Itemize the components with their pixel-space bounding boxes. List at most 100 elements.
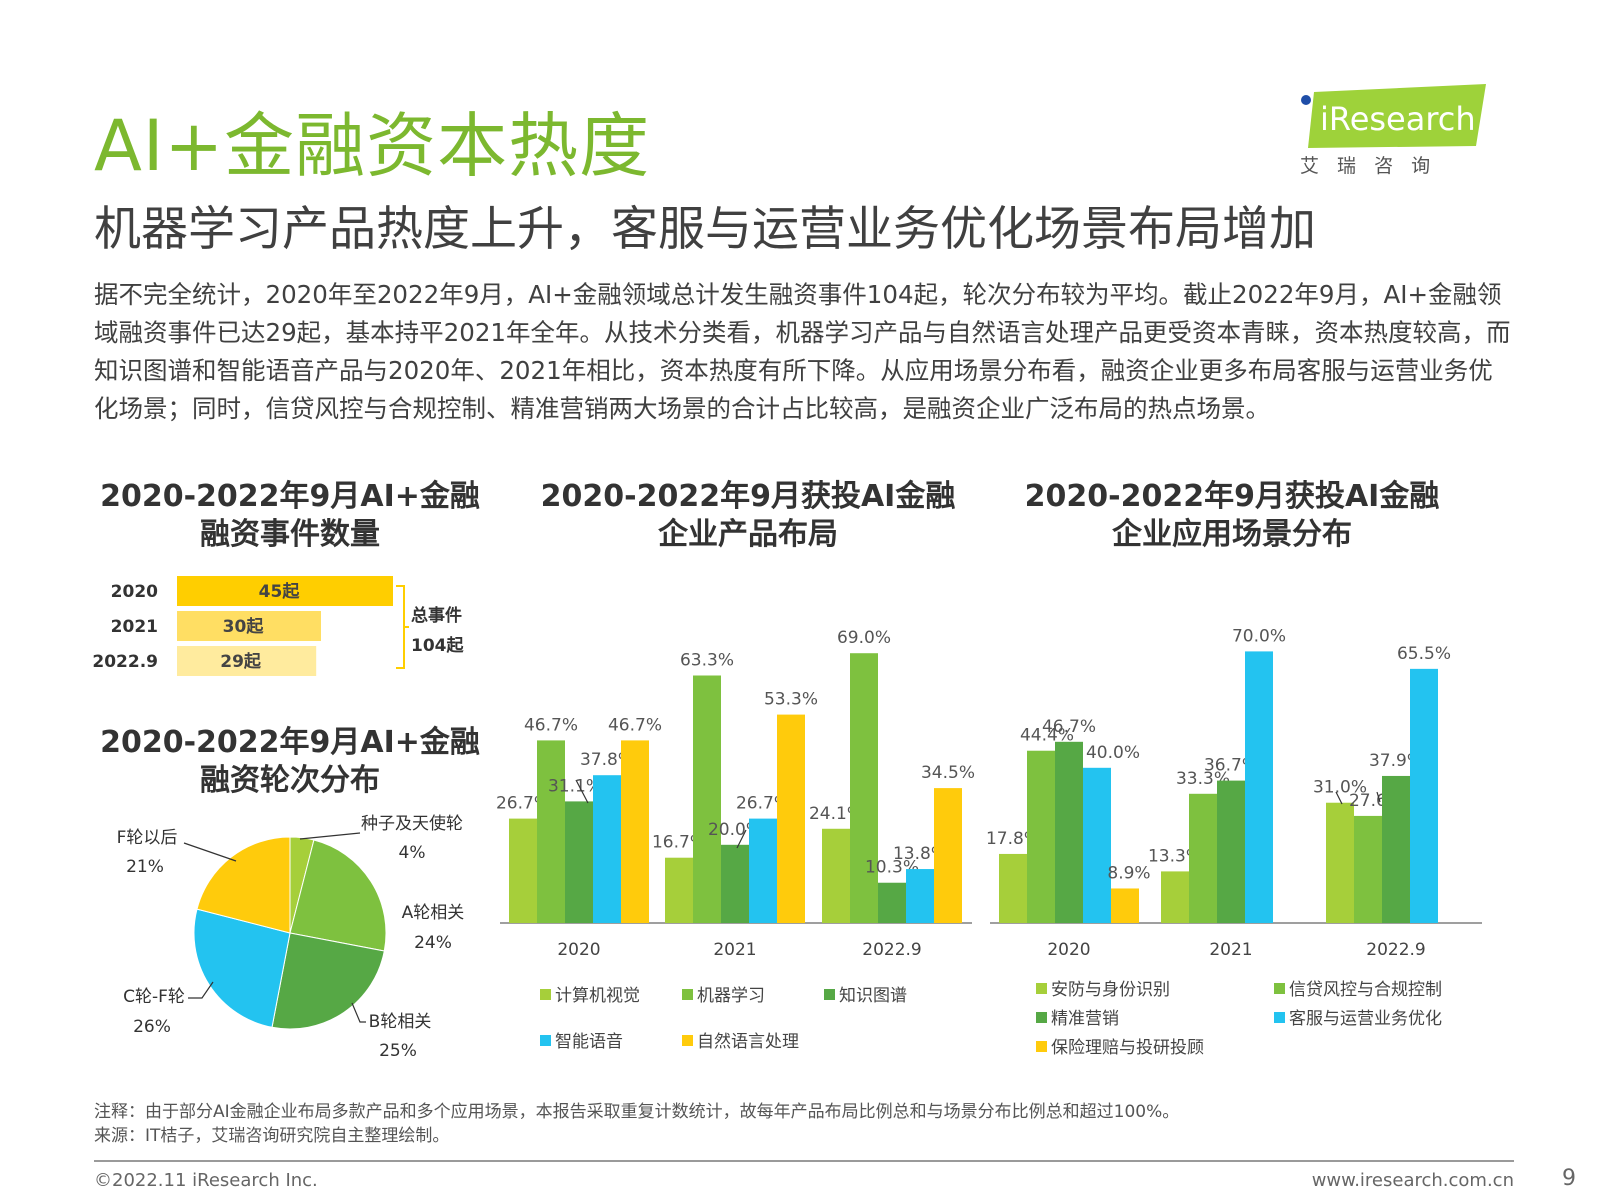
products-title-line2: 企业产品布局	[658, 517, 838, 552]
rounds-pie-chart: 种子及天使轮 4% A轮相关 24% B轮相关 25% C轮-F轮 26% F轮以后 21%	[117, 813, 465, 1061]
bar	[1083, 767, 1111, 923]
logo-wordmark: iResearch	[1320, 100, 1476, 138]
pie-percent-label: 24%	[414, 933, 452, 953]
bar	[1161, 871, 1189, 923]
events-category-label: 2022.9	[92, 652, 158, 672]
legend-label: 保险理赔与投研投顾	[1051, 1038, 1204, 1058]
pie-category-label: F轮以后	[117, 828, 178, 848]
bar	[878, 882, 906, 923]
bar-data-label: 13.8%	[893, 844, 947, 864]
source-text: 来源：IT桔子，艾瑞咨询研究院自主整理绘制。	[94, 1126, 450, 1146]
events-category-label: 2020	[111, 582, 158, 602]
bar-data-label: 34.5%	[921, 763, 975, 783]
bar-data-label: 46.7%	[1042, 717, 1096, 737]
bar-data-label: 53.3%	[764, 690, 818, 710]
bar	[509, 818, 537, 923]
x-tick-label: 2022.9	[862, 940, 921, 960]
bar	[777, 714, 805, 923]
events-title-line2: 融资事件数量	[200, 517, 380, 552]
pie-percent-label: 25%	[379, 1041, 417, 1061]
rounds-title-line2: 融资轮次分布	[200, 763, 380, 798]
bar	[1326, 802, 1354, 923]
bar	[593, 775, 621, 923]
bar-data-label: 37.8%	[580, 750, 634, 770]
bar	[822, 828, 850, 923]
footnote: 注释：由于部分AI金融企业布局多款产品和多个应用场景，本报告采取重复计数统计，故…	[94, 1100, 1179, 1148]
note-text: 注释：由于部分AI金融企业布局多款产品和多个应用场景，本报告采取重复计数统计，故…	[94, 1102, 1180, 1122]
label-leader-line	[575, 779, 589, 804]
bar-data-label: 36.7%	[1204, 756, 1258, 776]
x-tick-label: 2020	[557, 940, 600, 960]
x-tick-label: 2021	[1209, 940, 1252, 960]
pie-leader-line	[351, 1002, 366, 1023]
label-leader-line	[736, 829, 747, 849]
website-link[interactable]: www.iresearch.com.cn	[1311, 1170, 1514, 1191]
pie-slice	[193, 908, 291, 1028]
legend-swatch	[682, 989, 693, 1000]
pie-percent-label: 4%	[399, 843, 426, 863]
bar	[1354, 815, 1382, 923]
bar	[693, 675, 721, 923]
bar-data-label: 40.0%	[1086, 743, 1140, 763]
events-bar	[177, 646, 317, 676]
copyright: ©2022.11 iResearch Inc.	[94, 1170, 318, 1191]
legend-swatch	[682, 1035, 693, 1046]
bar	[1055, 741, 1083, 923]
pie-category-label: 种子及天使轮	[361, 813, 463, 834]
page-title: AI+金融资本热度	[94, 105, 651, 187]
bar	[934, 788, 962, 923]
legend-swatch	[1274, 1012, 1285, 1023]
legend-swatch	[540, 989, 551, 1000]
bar-data-label: 24.1%	[809, 804, 863, 824]
events-bar	[177, 611, 321, 641]
bar	[999, 853, 1027, 923]
legend-label: 知识图谱	[839, 986, 907, 1006]
bar-data-label: 26.7%	[736, 794, 790, 814]
events-data-label: 45起	[259, 581, 301, 602]
bar-data-label: 46.7%	[608, 715, 662, 735]
x-tick-label: 2021	[713, 940, 756, 960]
legend-swatch	[1274, 983, 1285, 994]
legend-label: 信贷风控与合规控制	[1289, 980, 1442, 1000]
iresearch-logo: iResearch 艾 瑞 咨 询	[1300, 84, 1490, 184]
footer-divider	[94, 1160, 1514, 1162]
events-data-label: 30起	[223, 616, 265, 637]
legend-label: 客服与运营业务优化	[1289, 1009, 1442, 1029]
bar-data-label: 10.3%	[865, 858, 919, 878]
events-category-label: 2021	[111, 617, 158, 637]
bar	[1111, 888, 1139, 923]
scenes-chart-title: 2020-2022年9月获投AI金融 企业应用场景分布	[1012, 478, 1452, 554]
bar-data-label: 17.8%	[986, 829, 1040, 849]
events-data-label: 29起	[220, 651, 262, 672]
page-number: 9	[1562, 1166, 1576, 1191]
legend-label: 自然语言处理	[697, 1032, 799, 1052]
scenes-bar-chart: 2020 17.8% 44.4%46.7% 40.0% 8.9% 2021 13.3% 33.…	[986, 626, 1482, 1058]
label-leader-line	[1335, 791, 1343, 805]
bar	[665, 857, 693, 923]
bar-data-label: 44.4%	[1020, 726, 1074, 746]
pie-slice	[289, 839, 387, 952]
pie-category-label: C轮-F轮	[123, 987, 185, 1007]
bar	[537, 740, 565, 923]
label-leader-line	[1376, 791, 1381, 803]
bar	[1245, 651, 1273, 923]
pie-slice	[271, 932, 385, 1030]
pie-leader-line	[188, 981, 214, 999]
legend-label: 智能语音	[555, 1032, 623, 1052]
legend-label: 安防与身份识别	[1051, 980, 1170, 1000]
legend-swatch	[1036, 983, 1047, 994]
products-title-line1: 2020-2022年9月获投AI金融	[540, 479, 956, 514]
products-bar-chart: 202026.7%46.7%31.1%37.8%46.7%202116.7%63…	[496, 628, 975, 1052]
bar-data-label: 13.3%	[1148, 846, 1202, 866]
bar-data-label: 8.9%	[1107, 863, 1150, 883]
bar-data-label: 26.7%	[496, 794, 550, 814]
pie-category-label: B轮相关	[369, 1012, 432, 1032]
bar	[721, 844, 749, 923]
x-tick-label: 2020	[1047, 940, 1090, 960]
bar-data-label: 37.9%	[1369, 751, 1423, 771]
bar	[621, 740, 649, 923]
bar	[1410, 668, 1438, 923]
bar	[1189, 793, 1217, 923]
pie-percent-label: 26%	[133, 1017, 171, 1037]
